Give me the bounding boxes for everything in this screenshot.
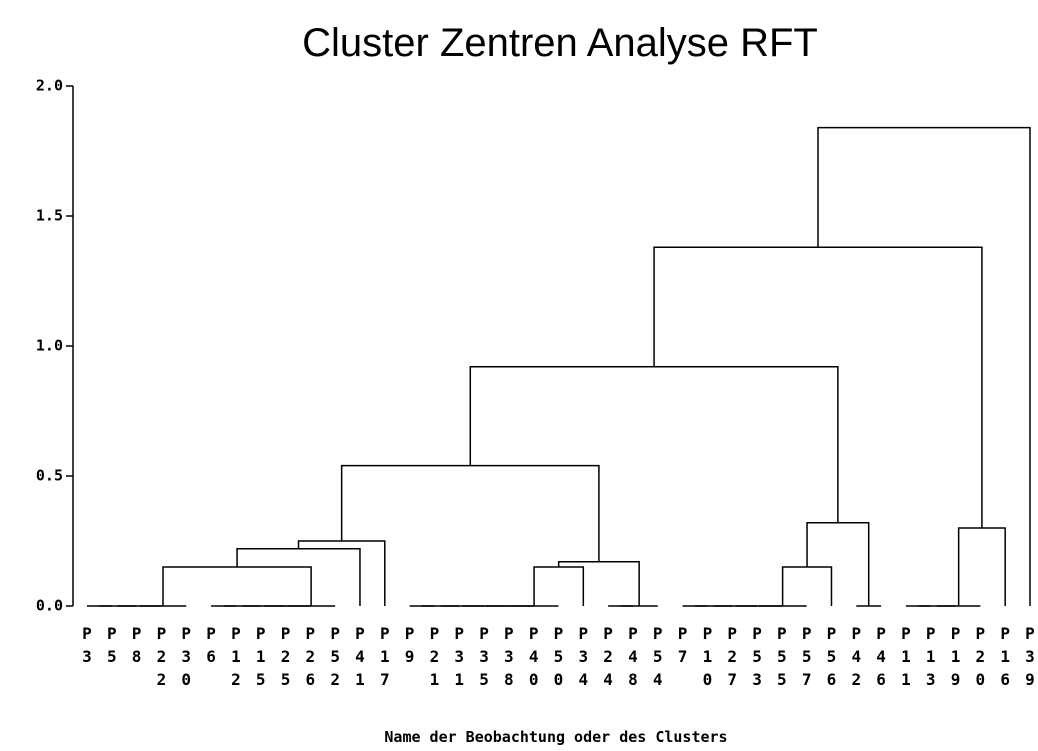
leaf-label: P22 [156, 624, 167, 689]
leaf-label: P56 [826, 624, 837, 689]
y-tick-label: 2.0 [36, 77, 63, 95]
leaf-label: P10 [702, 624, 713, 689]
leaf-label: P11 [901, 624, 911, 689]
leaf-label: P48 [628, 624, 638, 689]
dendrogram-link [781, 566, 833, 606]
leaf-label: P55 [777, 624, 787, 689]
leaf-label: P40 [528, 624, 539, 689]
leaf-label: P31 [454, 624, 465, 689]
leaf-label: P38 [504, 624, 514, 689]
leaf-label: P16 [1000, 624, 1010, 689]
dendrogram-link [236, 548, 361, 606]
leaf-label: P6 [206, 624, 216, 666]
dendrogram-link [162, 566, 312, 606]
leaf-label: P54 [652, 624, 663, 689]
leaf-label: P3 [82, 624, 92, 666]
leaf-label: P5 [106, 624, 117, 666]
leaf-label: P15 [255, 624, 266, 689]
dendrogram-link [957, 527, 1006, 606]
y-tick-label: 0.0 [36, 597, 63, 615]
leaf-label: P27 [727, 624, 738, 689]
leaf-label: P7 [677, 624, 688, 666]
leaf-label: P8 [131, 624, 142, 666]
leaf-label: P21 [429, 624, 440, 689]
dendrogram-link [557, 561, 640, 606]
y-tick-label: 1.5 [36, 207, 63, 225]
dendrogram-link [469, 366, 839, 523]
leaf-label: P46 [876, 624, 886, 689]
leaf-label: P30 [181, 624, 192, 689]
leaf-label: P12 [231, 624, 241, 689]
leaf-label: P25 [280, 624, 291, 689]
leaf-label: P13 [925, 624, 936, 689]
dendrogram-link [533, 566, 585, 606]
leaf-label: P9 [404, 624, 415, 666]
leaf-label: P17 [379, 624, 390, 689]
leaf-label: P52 [330, 624, 340, 689]
leaf-label: P53 [752, 624, 762, 689]
dendrogram-link [806, 522, 870, 606]
y-tick-label: 0.5 [36, 467, 63, 485]
leaf-label: P39 [1025, 624, 1035, 689]
x-axis-label: Name der Beobachtung oder des Clusters [384, 728, 727, 746]
leaf-label: P50 [553, 624, 564, 689]
leaf-label: P34 [578, 624, 589, 689]
leaf-label: P41 [355, 624, 365, 689]
leaf-label: P20 [975, 624, 986, 689]
leaf-label: P26 [305, 624, 316, 689]
dendrogram-link [653, 246, 983, 528]
leaf-label: P35 [479, 624, 489, 689]
leaf-label: P24 [603, 624, 613, 689]
leaf-label: P42 [851, 624, 862, 689]
dendrogram-link [340, 464, 600, 562]
leaf-label: P57 [801, 624, 812, 689]
leaf-label: P19 [950, 624, 961, 689]
dendrogram-link [817, 126, 1031, 606]
chart-title: Cluster Zentren Analyse RFT [302, 21, 818, 65]
y-tick-label: 1.0 [36, 337, 63, 355]
